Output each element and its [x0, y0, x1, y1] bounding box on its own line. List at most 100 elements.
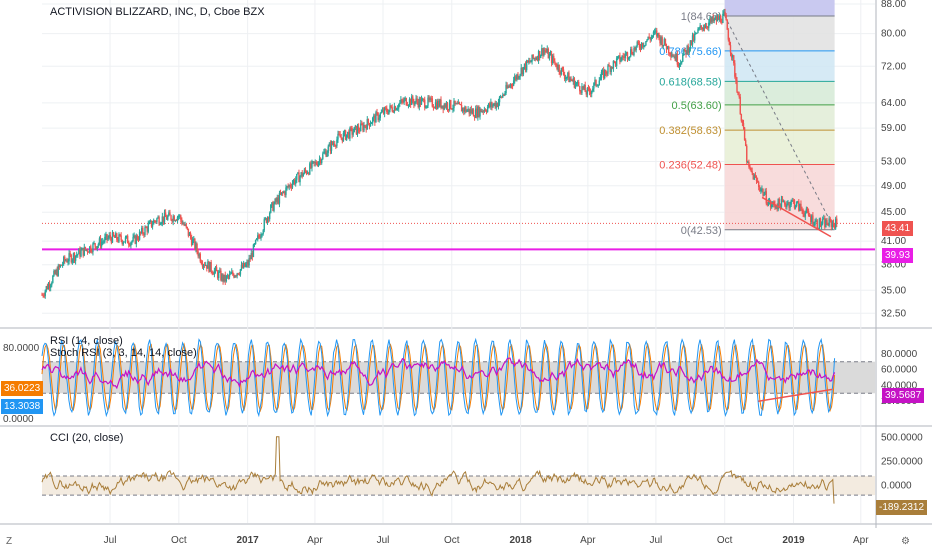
candle-body — [793, 200, 796, 208]
candle-body — [761, 188, 763, 190]
candle-body — [297, 172, 299, 174]
candle-body — [677, 64, 680, 67]
candle-body — [174, 220, 177, 222]
candle-body — [245, 264, 247, 267]
candle-body — [726, 19, 728, 30]
candle-body — [691, 35, 694, 45]
candle-body — [721, 22, 723, 24]
price-tick-label: 38.00 — [881, 260, 906, 271]
candle-body — [765, 191, 767, 204]
candle-body — [102, 241, 104, 243]
candle-body — [395, 108, 398, 111]
candle-body — [205, 264, 207, 266]
candle-body — [690, 40, 693, 45]
fib-zone — [724, 81, 835, 105]
candle-body — [43, 295, 45, 297]
candle-body — [318, 158, 321, 162]
candle-body — [507, 86, 509, 88]
candle-body — [695, 32, 697, 34]
price-tick-label: 45.00 — [881, 207, 906, 218]
candle-body — [471, 109, 474, 114]
candle-body — [548, 54, 551, 59]
candle-body — [194, 238, 196, 250]
candle-body — [288, 184, 290, 187]
candle-body — [666, 46, 669, 50]
candle-body — [784, 201, 786, 205]
candle-body — [533, 58, 535, 60]
candle-body — [456, 103, 458, 105]
candle-body — [332, 143, 335, 145]
candle-body — [812, 215, 814, 226]
candle-body — [45, 286, 48, 291]
candle-body — [213, 270, 216, 275]
zoom-button[interactable]: Z — [6, 536, 13, 547]
candle-body — [181, 219, 183, 224]
candle-body — [137, 239, 140, 241]
fib-zone — [724, 164, 835, 230]
candle-body — [546, 48, 548, 53]
candle-body — [61, 264, 64, 266]
candle-body — [670, 54, 672, 57]
candle-body — [597, 85, 599, 87]
candle-body — [263, 219, 265, 231]
candle-body — [503, 94, 505, 96]
candle-body — [451, 108, 453, 110]
candle-body — [358, 130, 361, 132]
candle-body — [750, 167, 752, 172]
candle-body — [218, 272, 220, 278]
candle-body — [136, 235, 139, 240]
candle-body — [555, 62, 557, 67]
candle-body — [266, 217, 269, 223]
rsi-value-badge: 39.5687 — [882, 388, 925, 403]
candle-body — [394, 106, 397, 111]
candle-body — [596, 85, 598, 87]
candle-body — [150, 220, 153, 227]
candle-body — [355, 125, 358, 135]
candle-body — [756, 180, 759, 183]
candle-body — [130, 242, 132, 246]
candle-body — [815, 220, 817, 222]
settings-gear-icon[interactable]: ⚙ — [901, 536, 910, 547]
candle-body — [401, 99, 403, 102]
price-tick-label: 72.00 — [881, 61, 906, 72]
fib-level-label: 0.382(58.63) — [659, 125, 721, 137]
candle-body — [169, 212, 171, 216]
candle-body — [803, 214, 805, 217]
rsi-title[interactable]: RSI (14, close) — [50, 335, 123, 347]
candle-body — [659, 36, 661, 44]
candle-body — [645, 41, 647, 46]
candle-body — [82, 248, 84, 256]
candle-body — [431, 98, 434, 107]
candle-body — [651, 35, 654, 37]
candle-body — [641, 42, 644, 47]
stoch-d-value-badge: 36.0223 — [1, 381, 44, 396]
candle-body — [416, 98, 418, 102]
candle-body — [482, 110, 484, 112]
price-tick-label: 59.00 — [881, 123, 906, 134]
fib-level-label: 0(42.53) — [681, 225, 722, 237]
horizontal-line-badge[interactable]: 39.93 — [882, 248, 914, 263]
candle-body — [279, 193, 282, 195]
stoch-rsi-title[interactable]: Stoch RSI (3, 3, 14, 14, close) — [50, 347, 197, 359]
candle-body — [537, 51, 540, 61]
candle-body — [271, 202, 273, 205]
candle-body — [300, 172, 302, 177]
candle-body — [792, 200, 795, 202]
candle-body — [405, 98, 408, 106]
candle-body — [744, 140, 747, 146]
candle-body — [627, 58, 630, 60]
candle-body — [715, 16, 718, 22]
candle-body — [291, 183, 294, 188]
candle-body — [196, 243, 198, 252]
candle-body — [289, 184, 291, 187]
candle-body — [80, 250, 82, 257]
cci-title[interactable]: CCI (20, close) — [50, 432, 124, 444]
candle-body — [143, 233, 145, 235]
candle-body — [524, 63, 527, 71]
candle-body — [661, 37, 663, 47]
candle-body — [331, 141, 334, 145]
candle-body — [687, 45, 689, 53]
candle-body — [709, 18, 711, 23]
stoch-k-value-badge: 13.3038 — [1, 399, 44, 414]
